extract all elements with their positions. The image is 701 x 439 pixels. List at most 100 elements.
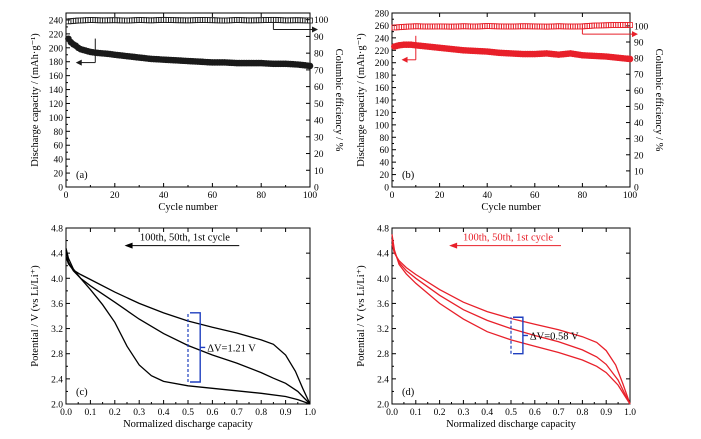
y2-tick-label: 70 [634,71,644,81]
y-tick-label: 0 [384,184,389,194]
y-tick-label: 20 [380,171,390,181]
x-tick-label: 0.1 [84,408,96,418]
annotation-arrowhead [449,242,458,249]
y-tick-label: 2.8 [377,350,389,360]
x-axis-label: Normalized discharge capacity [123,419,254,430]
cycle-curve-3 [65,247,311,405]
y-tick-label: 160 [375,84,390,94]
x-tick-label: 0.4 [481,408,493,418]
y2-tick-label: 30 [314,133,324,143]
x-tick-label: 1.0 [304,408,316,418]
x-tick-label: 0.1 [410,408,422,418]
x-tick-label: 0.6 [206,408,218,418]
delta-v-label: ΔV=1.21 V [207,343,256,354]
x-tick-label: 40 [159,191,169,201]
x-tick-label: 0.2 [109,408,121,418]
y2-tick-label: 40 [634,119,644,129]
y-tick-label: 140 [375,97,390,107]
y2-tick-label: 80 [634,55,644,65]
y-tick-label: 180 [49,58,64,68]
y-axis-label: Potential / V (vs Li/Li⁺) [356,265,367,367]
y2-tick-label: 0 [314,184,319,194]
y-tick-label: 4.0 [51,275,63,285]
y-tick-label: 4.4 [377,250,389,260]
y-tick-label: 80 [380,134,390,144]
capacity-point [306,62,314,70]
y2-tick-label: 40 [314,117,324,127]
y2-tick-label: 70 [314,66,324,76]
y-tick-label: 3.6 [51,300,63,310]
y2-tick-label: 10 [314,167,324,177]
y-tick-label: 180 [375,72,390,82]
y-tick-label: 2.0 [377,401,389,411]
y-tick-label: 200 [375,59,390,69]
y-tick-label: 0 [58,184,63,194]
efficiency-point [627,22,633,28]
y-tick-label: 3.6 [377,300,389,310]
y-tick-label: 260 [375,22,390,32]
y2-tick-label: 60 [634,87,644,97]
y-tick-label: 160 [49,72,64,82]
x-tick-label: 0.5 [505,408,517,418]
x-axis-label: Cycle number [481,202,541,213]
x-tick-label: 0.5 [182,408,194,418]
annotation-arrowhead [124,242,133,249]
y-tick-label: 2.4 [377,375,389,385]
y-tick-label: 4.8 [377,225,389,235]
panel-label: (b) [402,170,415,181]
x-tick-label: 0 [390,191,395,201]
y-tick-label: 3.2 [51,325,63,335]
x-tick-label: 0.3 [457,408,469,418]
x-tick-label: 80 [256,191,266,201]
x-tick-label: 40 [482,191,492,201]
x-tick-label: 60 [208,191,218,201]
y-tick-label: 100 [49,114,64,124]
y-axis-label: Discharge capacity / (mAh·g⁻¹) [356,33,367,167]
x-tick-label: 20 [435,191,445,201]
x-tick-label: 0.2 [434,408,446,418]
chart-b: 0 20 40 60 80 1000204060801001201401601802002… [356,10,664,214]
y2-tick-label: 60 [314,83,324,93]
y2-axis-label: Columbic efficiency / % [333,49,344,152]
y-tick-label: 200 [49,44,64,54]
capacity-axis-arrowhead [75,59,82,66]
y-tick-label: 40 [54,156,64,166]
efficiency-axis-arrowhead [632,31,638,38]
y2-tick-label: 10 [634,167,644,177]
x-tick-label: 0.8 [576,408,588,418]
y-tick-label: 4.8 [51,225,63,235]
x-tick-label: 0.8 [255,408,267,418]
y-tick-label: 140 [49,86,64,96]
y2-tick-label: 90 [314,33,324,43]
y2-tick-label: 50 [634,103,644,113]
x-tick-label: 80 [578,191,588,201]
x-tick-label: 0.3 [133,408,145,418]
y-tick-label: 240 [375,34,390,44]
y2-tick-label: 100 [314,16,329,26]
x-axis-label: Normalized discharge capacity [446,419,577,430]
chart-d: 0.0 0.1 0.2 0.3 0.4 0.5 0.6 0.7 0.8 0.9 1.0 2.0 2.4 2… [356,225,636,431]
x-tick-label: 0 [64,191,69,201]
delta-v-label: ΔV=0.58 V [530,331,579,342]
plot-frame [65,12,311,188]
panel-label: (c) [76,387,88,398]
y2-tick-label: 90 [634,39,644,49]
x-tick-label: 0.0 [386,408,398,418]
plot-frame [391,12,631,188]
chart-a: 0 20 40 60 80 1000204060801001201401601802002… [30,12,344,213]
x-tick-label: 0.0 [60,408,72,418]
y-tick-label: 240 [49,16,64,26]
y-tick-label: 4.0 [377,275,389,285]
x-tick-label: 0.6 [529,408,541,418]
y-tick-label: 80 [54,128,64,138]
cycle-curve-1 [391,243,631,405]
y-tick-label: 2.0 [51,401,63,411]
x-tick-label: 100 [623,191,638,201]
capacity-axis-arrowhead [401,56,408,63]
y-tick-label: 100 [375,121,390,131]
x-tick-label: 20 [110,191,120,201]
y-tick-label: 20 [54,170,64,180]
plot-frame [391,227,631,405]
x-tick-label: 0.7 [553,408,565,418]
